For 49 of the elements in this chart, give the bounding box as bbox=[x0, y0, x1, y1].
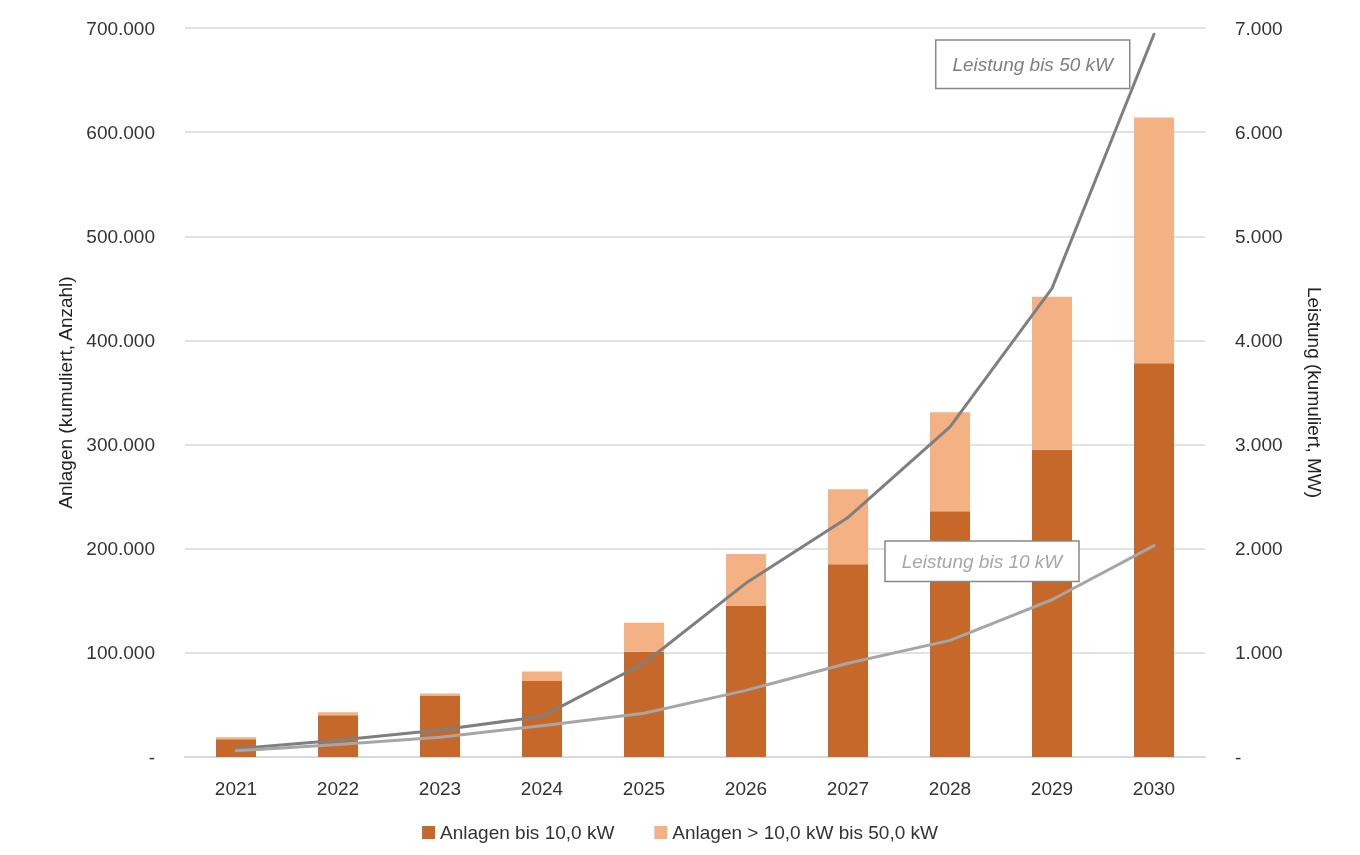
y-tick-label: 400.000 bbox=[86, 329, 155, 351]
x-tick-label: 2022 bbox=[316, 778, 360, 799]
y-tick-label: 300.000 bbox=[86, 434, 155, 456]
x-tick-label: 2029 bbox=[1030, 778, 1074, 799]
y2-tick-label: 2.000 bbox=[1235, 538, 1283, 560]
y2-tick-label: 6.000 bbox=[1235, 121, 1283, 143]
bar bbox=[930, 412, 970, 512]
bar bbox=[522, 671, 562, 681]
y2-tick-label: 4.000 bbox=[1235, 329, 1283, 351]
x-tick-label: 2027 bbox=[826, 778, 870, 799]
bar bbox=[216, 737, 256, 740]
bar bbox=[624, 651, 664, 757]
x-tick-label: 2023 bbox=[418, 778, 462, 799]
y2-tick-label: 7.000 bbox=[1235, 17, 1283, 39]
x-tick-label: 2025 bbox=[622, 778, 666, 799]
series-label: Leistung bis 10 kW bbox=[901, 550, 1065, 572]
x-tick-label: 2030 bbox=[1132, 778, 1176, 799]
y2-tick-label: 5.000 bbox=[1235, 225, 1283, 247]
x-tick-label: 2026 bbox=[724, 778, 768, 799]
bar bbox=[522, 680, 562, 757]
x-tick-label: 2024 bbox=[520, 778, 564, 799]
y-tick-label: 100.000 bbox=[86, 642, 155, 664]
y2-axis-title: Leistung (kumuliert, MW) bbox=[1304, 286, 1325, 499]
y2-tick-label: 3.000 bbox=[1235, 434, 1283, 456]
bar bbox=[726, 553, 766, 606]
series-label: Leistung bis 50 kW bbox=[952, 53, 1116, 75]
bar bbox=[624, 622, 664, 652]
legend-label: Anlagen > 10,0 kW bis 50,0 kW bbox=[672, 822, 938, 843]
y2-tick-label: - bbox=[1235, 746, 1242, 768]
legend-label: Anlagen bis 10,0 kW bbox=[440, 822, 615, 843]
bar bbox=[318, 712, 358, 716]
y-tick-label: 700.000 bbox=[86, 17, 155, 39]
y-tick-label: 600.000 bbox=[86, 121, 155, 143]
y-tick-label: 200.000 bbox=[86, 538, 155, 560]
x-tick-label: 2021 bbox=[214, 778, 258, 799]
line-series bbox=[234, 544, 1156, 753]
bar bbox=[1134, 363, 1174, 757]
bar bbox=[726, 605, 766, 757]
bar bbox=[1134, 117, 1174, 364]
bar bbox=[420, 693, 460, 696]
bar bbox=[1032, 296, 1072, 450]
x-tick-label: 2028 bbox=[928, 778, 972, 799]
bar bbox=[828, 489, 868, 565]
y-axis-title: Anlagen (kumuliert, Anzahl) bbox=[55, 276, 76, 509]
y2-tick-label: 1.000 bbox=[1235, 642, 1283, 664]
line-series bbox=[234, 32, 1156, 751]
y-tick-label: - bbox=[148, 746, 155, 768]
bar bbox=[828, 564, 868, 757]
y-tick-label: 500.000 bbox=[86, 225, 155, 247]
